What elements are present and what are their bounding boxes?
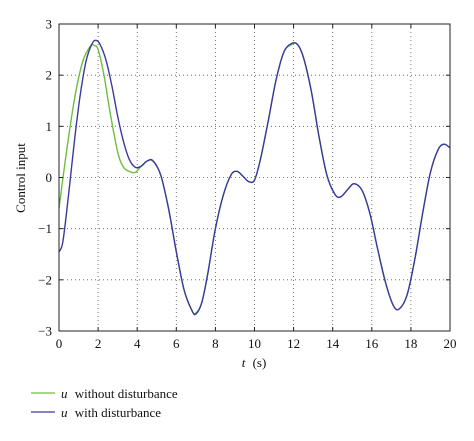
y-tick-label: 2 [46, 68, 53, 83]
x-tick-label: 6 [173, 336, 180, 351]
x-tick-label: 8 [212, 336, 219, 351]
x-tick-label: 2 [95, 336, 102, 351]
axis-ticks [58, 23, 451, 332]
x-tick-label: 10 [248, 336, 261, 351]
y-tick-label: 0 [46, 170, 53, 185]
y-tick-label: −3 [38, 324, 52, 339]
series-lines [58, 39, 451, 316]
y-tick-label: −2 [38, 272, 52, 287]
x-tick-labels: 0 2 4 6 8 10 12 14 16 18 20 [56, 336, 457, 351]
x-tick-label: 18 [404, 336, 417, 351]
x-tick-label: 16 [365, 336, 379, 351]
y-axis-label: Control input [13, 143, 28, 213]
legend-label-with-disturbance: u with disturbance [61, 405, 161, 420]
grid [59, 24, 450, 331]
y-tick-label: 1 [46, 119, 53, 134]
x-axis-variable: t [242, 355, 246, 370]
series-line-with-disturbance [58, 39, 451, 316]
x-tick-label: 14 [326, 336, 340, 351]
x-tick-label: 12 [287, 336, 300, 351]
x-tick-label: 20 [444, 336, 457, 351]
legend: u without disturbance u with disturbance [31, 386, 178, 420]
x-axis-unit: (s) [253, 355, 267, 370]
y-tick-labels: −3 −2 −1 0 1 2 3 [38, 17, 52, 339]
y-tick-label: −1 [38, 221, 52, 236]
y-tick-label: 3 [46, 17, 53, 32]
x-tick-label: 4 [134, 336, 141, 351]
legend-label-without-disturbance: u without disturbance [61, 386, 178, 401]
x-axis-label: t (s) [242, 355, 267, 370]
x-tick-label: 0 [56, 336, 63, 351]
